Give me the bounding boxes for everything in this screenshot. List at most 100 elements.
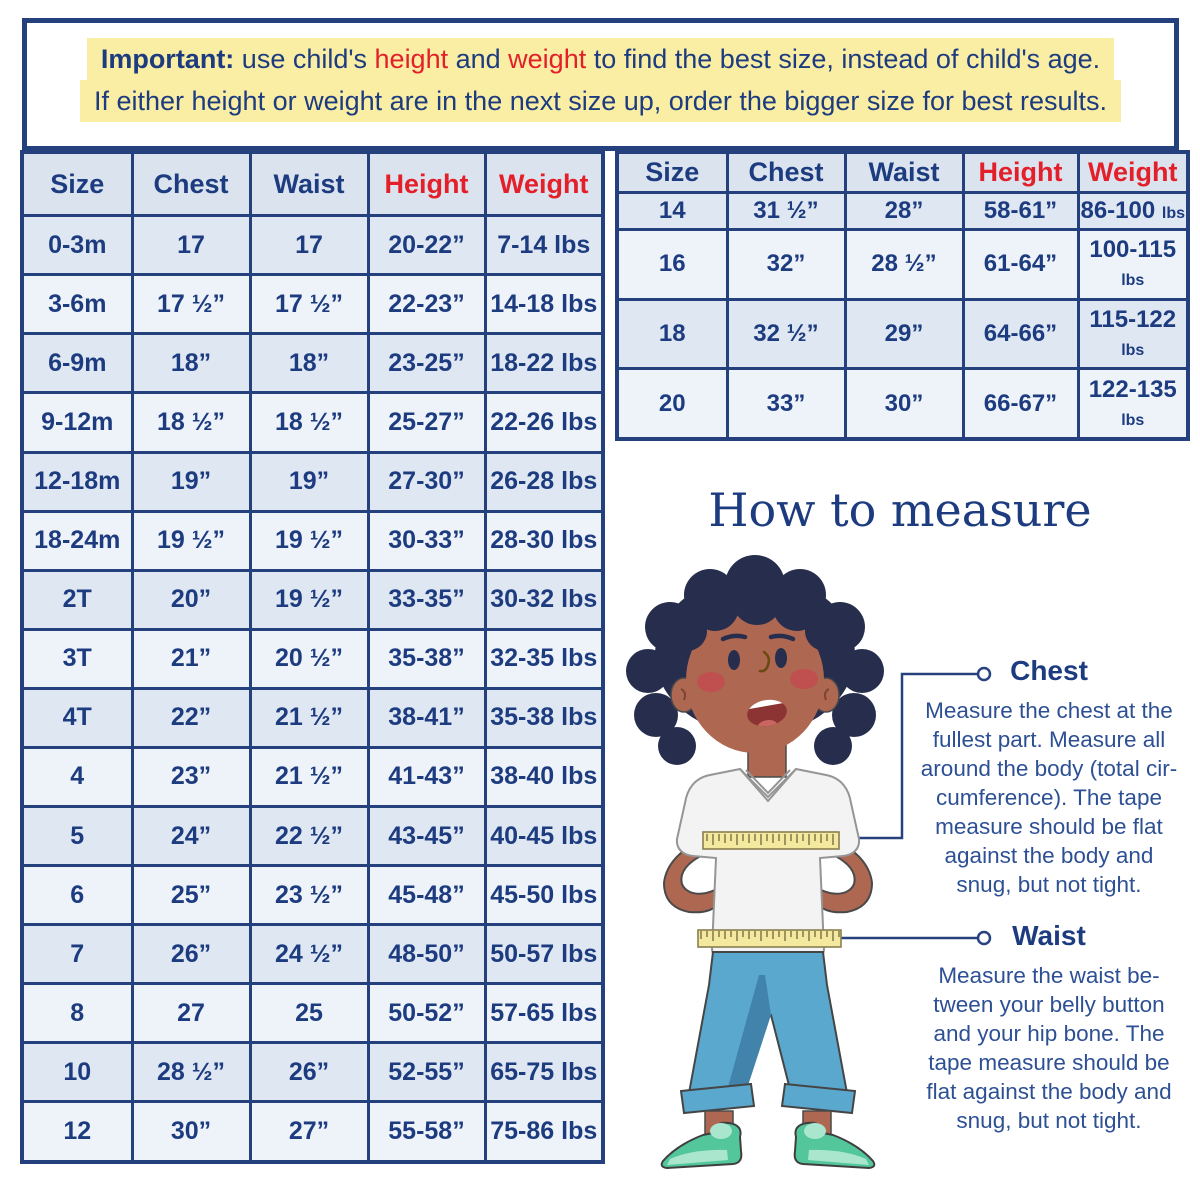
pants: [679, 951, 857, 1115]
eyes: [728, 648, 787, 670]
weight-unit: lbs: [1161, 205, 1186, 223]
cell-height: 64-66”: [961, 297, 1080, 371]
cell-height: 61-64”: [961, 227, 1080, 301]
cell-waist: 27”: [248, 1100, 370, 1164]
cell-size: 9-12m: [20, 391, 134, 454]
size-table-14-to-20: Size Chest Waist Height Weight 14 31 ½” 28” 58-6…: [615, 150, 1190, 441]
table-row: 14 31 ½” 28” 58-61” 86-100 lbs: [615, 191, 1190, 231]
cell-height: 41-43”: [366, 745, 487, 808]
cell-waist: 19 ½”: [248, 509, 370, 572]
cell-weight: 115-122 lbs: [1076, 297, 1190, 371]
cell-chest: 23”: [130, 745, 252, 808]
cell-chest: 31 ½”: [725, 191, 847, 231]
cell-chest: 25”: [130, 864, 252, 927]
chest-label: Chest: [1010, 655, 1088, 686]
table-row: 12-18m 19” 19” 27-30” 26-28 lbs: [20, 450, 605, 513]
cell-waist: 17 ½”: [248, 273, 370, 336]
cell-height: 66-67”: [961, 367, 1080, 441]
size-table-baby-to-12: Size Chest Waist Height Weight 0-3m 17 17 20-22”…: [20, 150, 605, 1164]
cell-waist: 23 ½”: [248, 864, 370, 927]
measuring-tape-chest: [702, 831, 840, 850]
cell-height: 27-30”: [366, 450, 487, 513]
cell-chest: 20”: [130, 568, 252, 631]
table-row: 2T 20” 19 ½” 33-35” 30-32 lbs: [20, 568, 605, 631]
cell-height: 30-33”: [366, 509, 487, 572]
cell-size: 14: [615, 191, 729, 231]
column-header-weight: Weight: [483, 150, 605, 218]
cell-weight: 57-65 lbs: [483, 982, 605, 1045]
cell-waist: 18 ½”: [248, 391, 370, 454]
notice-text: to find the best size, instead of child'…: [586, 44, 1101, 74]
waist-label: Waist: [1012, 920, 1086, 951]
cell-weight: 22-26 lbs: [483, 391, 605, 454]
cell-size: 5: [20, 804, 134, 868]
cell-size: 10: [20, 1041, 134, 1104]
table-row: 0-3m 17 17 20-22” 7-14 lbs: [20, 214, 605, 277]
table-row: 3T 21” 20 ½” 35-38” 32-35 lbs: [20, 627, 605, 690]
column-header-height: Height: [961, 150, 1080, 195]
chest-connector-dot: [976, 666, 992, 682]
waist-connector-dot: [976, 930, 992, 946]
cell-height: 35-38”: [366, 627, 487, 690]
cell-weight: 45-50 lbs: [483, 864, 605, 927]
table-row: 9-12m 18 ½” 18 ½” 25-27” 22-26 lbs: [20, 391, 605, 454]
cell-size: 8: [20, 982, 134, 1045]
table-row: 4T 22” 21 ½” 38-41” 35-38 lbs: [20, 686, 605, 749]
cell-waist: 22 ½”: [248, 804, 370, 868]
cell-weight: 65-75 lbs: [483, 1041, 605, 1104]
header-row: Size Chest Waist Height Weight: [20, 150, 605, 218]
cell-size: 20: [615, 367, 729, 441]
cell-size: 3T: [20, 627, 134, 690]
cell-height: 50-52”: [366, 982, 487, 1045]
cell-size: 3-6m: [20, 273, 134, 336]
cell-chest: 22”: [130, 686, 252, 749]
cell-height: 48-50”: [366, 923, 487, 986]
table-row: 16 32” 28 ½” 61-64” 100-115 lbs: [615, 227, 1190, 301]
collar: [739, 768, 797, 803]
cell-chest: 32 ½”: [725, 297, 847, 371]
cell-waist: 26”: [248, 1041, 370, 1104]
height-highlight: height: [374, 44, 449, 74]
cell-height: 58-61”: [961, 191, 1080, 231]
cell-weight: 32-35 lbs: [483, 627, 605, 690]
cell-weight: 28-30 lbs: [483, 509, 605, 572]
child-measurement-illustration: [626, 555, 992, 1170]
chest-instructions: Chest Measure the chest at the fullest p…: [913, 655, 1185, 899]
cell-size: 4T: [20, 686, 134, 749]
weight-unit: lbs: [1121, 411, 1145, 429]
cell-chest: 26”: [130, 923, 252, 986]
cell-size: 18-24m: [20, 509, 134, 572]
cell-waist: 24 ½”: [248, 923, 370, 986]
notice-line-1: Important: use child's height and weight…: [86, 38, 1115, 80]
cell-weight: 30-32 lbs: [483, 568, 605, 631]
shoes: [660, 1121, 876, 1170]
table-row: 18 32 ½” 29” 64-66” 115-122 lbs: [615, 297, 1190, 371]
cell-chest: 27: [130, 982, 252, 1045]
face: [686, 607, 824, 753]
cell-weight: 7-14 lbs: [483, 214, 605, 277]
cell-weight: 18-22 lbs: [483, 332, 605, 395]
notice-text: and: [448, 44, 509, 74]
weight-unit: lbs: [1121, 341, 1145, 359]
cell-size: 12-18m: [20, 450, 134, 513]
cell-height: 52-55”: [366, 1041, 487, 1104]
cell-size: 18: [615, 297, 729, 371]
cell-waist: 18”: [248, 332, 370, 395]
cell-waist: 28 ½”: [843, 227, 965, 301]
column-header-waist: Waist: [843, 150, 965, 195]
table-row: 7 26” 24 ½” 48-50” 50-57 lbs: [20, 923, 605, 986]
table-row: 5 24” 22 ½” 43-45” 40-45 lbs: [20, 804, 605, 868]
cell-size: 2T: [20, 568, 134, 631]
weight-unit: lbs: [1121, 272, 1145, 290]
cheeks: [697, 669, 818, 692]
cell-weight: 35-38 lbs: [483, 686, 605, 749]
header-row: Size Chest Waist Height Weight: [615, 150, 1190, 195]
cell-waist: 28”: [843, 191, 965, 231]
important-notice-box: Important: use child's height and weight…: [22, 18, 1179, 151]
cell-waist: 20 ½”: [248, 627, 370, 690]
cell-size: 12: [20, 1100, 134, 1164]
cell-chest: 19 ½”: [130, 509, 252, 572]
cell-height: 20-22”: [366, 214, 487, 277]
cell-chest: 28 ½”: [130, 1041, 252, 1104]
measuring-tape-waist: [697, 929, 842, 948]
